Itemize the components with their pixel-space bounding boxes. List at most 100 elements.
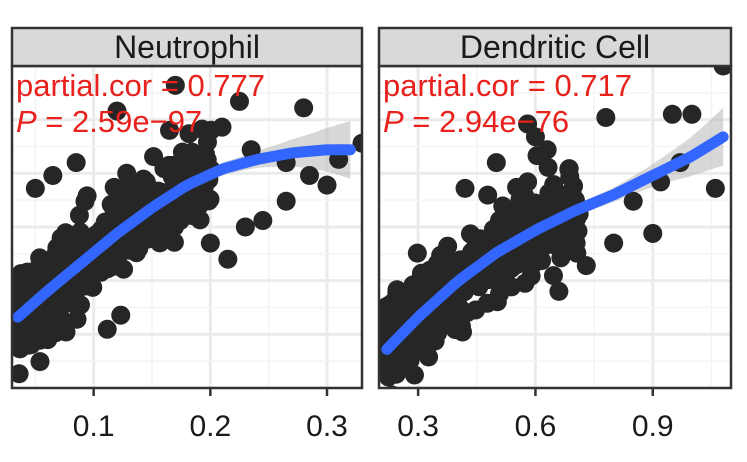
scatter-point (438, 236, 458, 256)
scatter-point (12, 320, 29, 340)
scatter-point (518, 172, 538, 192)
scatter-point (43, 165, 63, 185)
facet-title-neutrophil: Neutrophil (114, 29, 260, 65)
scatter-point (682, 104, 702, 124)
p-value: = 2.59e−97 (37, 104, 203, 139)
scatter-point (510, 205, 530, 225)
scatter-point (440, 255, 460, 275)
scatter-point (162, 167, 182, 187)
scatter-point (165, 75, 185, 95)
scatter-point (218, 249, 238, 269)
scatter-point (420, 260, 440, 280)
scatter-point (525, 127, 545, 147)
scatter-point (66, 153, 86, 173)
p-value: = 2.94e−76 (404, 104, 570, 139)
p-value-label: P = 2.94e−76 (383, 104, 569, 139)
fit-line (381, 131, 729, 355)
scatter-point (478, 185, 498, 205)
scatter-point (662, 104, 682, 124)
scatter-point (317, 175, 337, 195)
p-symbol: P (383, 104, 404, 139)
scatter-point (488, 258, 508, 278)
scatter-point (538, 157, 558, 177)
facet-strip (377, 26, 733, 68)
scatter-point (537, 140, 557, 160)
scatter-point (430, 305, 450, 325)
scatter-point (455, 178, 475, 198)
scatter-point (407, 243, 427, 263)
facet-strip (10, 26, 364, 68)
fit-line (12, 144, 356, 323)
x-tick-label: 0.9 (632, 410, 674, 443)
scatter-point (404, 365, 424, 385)
x-tick-label: 0.3 (306, 410, 348, 443)
scatter-point (56, 322, 76, 342)
scatter-point (97, 319, 117, 339)
scatter-point (106, 200, 126, 220)
scatter-point (525, 193, 545, 213)
scatter-point (12, 364, 29, 384)
scatter-point (447, 289, 467, 309)
scatter-point (466, 233, 486, 253)
scatter-point (576, 256, 596, 276)
scatter-point (230, 91, 249, 111)
scatter-point (235, 217, 255, 237)
scatter-point (387, 280, 407, 300)
scatter-point (68, 228, 88, 248)
scatter-point (705, 178, 725, 198)
scatter-point (107, 101, 127, 121)
scatter-point (400, 350, 420, 370)
scatter-point (477, 293, 497, 313)
scatter-point (37, 326, 57, 346)
scatter-point (596, 108, 616, 128)
scatter-point (53, 244, 73, 264)
scatter-point (133, 169, 153, 189)
x-tick-label: 0.3 (397, 410, 439, 443)
scatter-point (30, 352, 50, 372)
scatter-point (276, 191, 296, 211)
scatter-point (67, 309, 87, 329)
scatter-point (25, 178, 45, 198)
scatter-point (154, 226, 174, 246)
scatter-point (179, 124, 199, 144)
scatter-point (379, 361, 397, 381)
scatter-point (212, 117, 232, 137)
scatter-point (192, 187, 212, 207)
scatter-point (70, 295, 90, 315)
scatter-point (418, 335, 438, 355)
scatter-point (378, 388, 397, 407)
scatter-point (300, 165, 319, 185)
partial-cor-label: partial.cor = 0.777 (16, 68, 265, 103)
scatter-point (111, 305, 131, 325)
scatter-point (69, 205, 89, 225)
x-tick-label: 0.2 (189, 410, 231, 443)
scatter-point (486, 153, 506, 173)
scatter-point (383, 387, 391, 388)
scatter-point (12, 337, 30, 357)
p-symbol: P (16, 104, 37, 139)
x-tick-label: 0.6 (515, 410, 557, 443)
scatter-point (543, 266, 563, 286)
scatter-point (549, 281, 569, 301)
partial-cor-label: partial.cor = 0.717 (383, 68, 632, 103)
scatter-point (120, 193, 140, 213)
scatter-point (713, 66, 731, 76)
scatter-point (379, 307, 397, 327)
p-value-label: P = 2.59e−97 (16, 104, 202, 139)
scatter-point (643, 223, 663, 243)
scatter-point (253, 211, 273, 231)
scatter-point (623, 191, 643, 211)
scatter-point (445, 320, 465, 340)
scatter-point (604, 233, 624, 253)
scatter-point (490, 210, 510, 230)
scatter-point (12, 283, 32, 303)
x-tick-label: 0.1 (73, 410, 115, 443)
scatter-point (30, 255, 50, 275)
confidence-band (17, 120, 351, 324)
scatter-point (294, 98, 314, 118)
scatter-point (559, 159, 579, 179)
scatter-point (380, 397, 399, 416)
